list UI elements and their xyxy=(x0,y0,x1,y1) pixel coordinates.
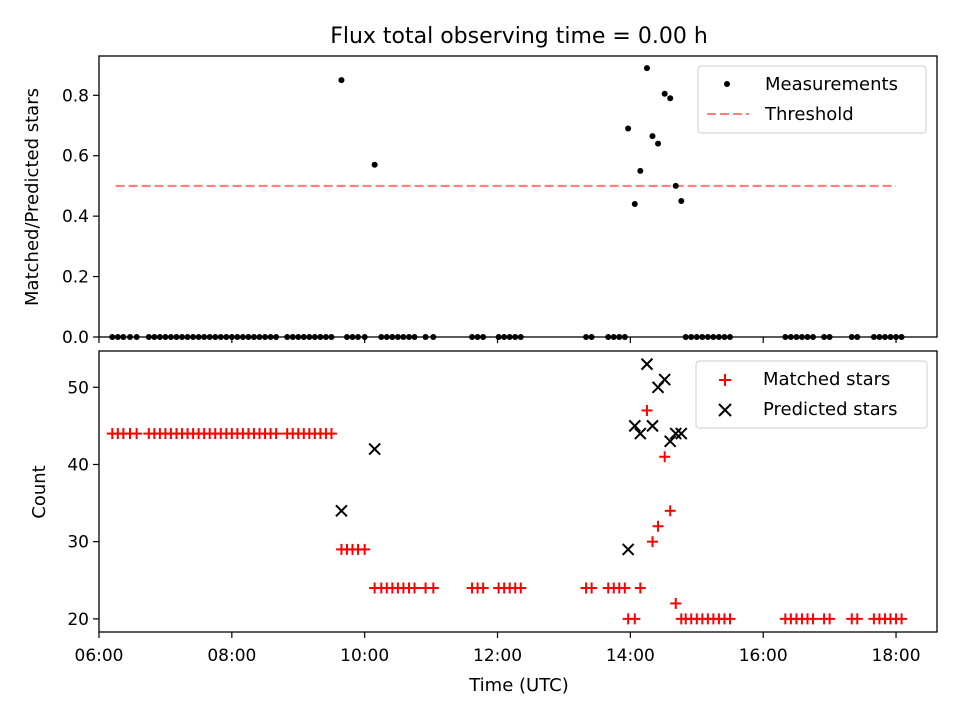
measurement-point xyxy=(371,161,378,168)
measurement-point xyxy=(672,182,679,189)
matched-star-point xyxy=(427,582,439,594)
matched-star-point xyxy=(515,582,527,594)
matched-star-point xyxy=(724,613,736,625)
matched-star-point xyxy=(807,613,819,625)
y-tick-label: 0.8 xyxy=(62,86,89,106)
y-tick-label: 30 xyxy=(67,533,89,553)
matched-star-point xyxy=(652,520,664,532)
measurement-point xyxy=(637,167,644,174)
matched-star-point xyxy=(629,613,641,625)
matched-star-point xyxy=(641,404,653,416)
x-tick-label: 16:00 xyxy=(739,646,788,666)
top-y-axis-label: Matched/Predicted stars xyxy=(22,88,43,306)
legend-measurements: Measurements xyxy=(765,74,898,95)
predicted-star-point xyxy=(640,357,654,371)
matched-star-point xyxy=(477,582,489,594)
predicted-star-point xyxy=(335,504,348,518)
predicted-star-point xyxy=(621,543,635,556)
matched-star-point xyxy=(619,582,631,594)
matched-star-point xyxy=(586,582,598,594)
chart-title: Flux total observing time = 0.00 h xyxy=(330,24,708,49)
y-tick-label: 0.0 xyxy=(62,328,89,348)
matched-star-point xyxy=(270,428,282,440)
matched-star-point xyxy=(851,613,863,625)
measurement-point xyxy=(655,140,662,147)
x-tick-label: 08:00 xyxy=(207,646,256,666)
x-tick-label: 18:00 xyxy=(872,646,921,666)
y-tick-label: 0.4 xyxy=(62,207,89,227)
bottom-y-ticks: 20 30 40 50 xyxy=(67,378,99,630)
y-tick-label: 40 xyxy=(67,455,89,475)
measurement-point xyxy=(649,133,656,140)
bottom-panel: 20 30 40 50 06:00 08:00 10:00 12:00 14:00 16:00 1… xyxy=(29,350,938,696)
measurement-point xyxy=(667,95,674,102)
matched-star-point xyxy=(131,428,143,440)
legend-threshold: Threshold xyxy=(764,104,854,125)
y-tick-label: 0.6 xyxy=(62,147,89,167)
predicted-star-point xyxy=(646,419,659,433)
measurement-point xyxy=(631,201,638,208)
measurement-point xyxy=(625,125,632,132)
matched-star-point xyxy=(359,543,371,555)
matched-star-point xyxy=(634,582,646,594)
x-axis-label: Time (UTC) xyxy=(468,675,569,696)
measurement-point xyxy=(678,198,685,205)
matched-star-point xyxy=(664,505,676,517)
matched-star-point xyxy=(325,428,337,440)
matched-star-point xyxy=(824,613,836,625)
legend-matched-stars: Matched stars xyxy=(763,369,890,390)
matched-star-point xyxy=(408,582,420,594)
matched-star-point xyxy=(647,536,659,548)
predicted-star-point xyxy=(368,442,381,456)
predicted-star-point xyxy=(675,427,688,440)
top-legend: Measurements Threshold xyxy=(697,65,927,134)
top-legend-box xyxy=(697,65,927,134)
x-tick-label: 14:00 xyxy=(606,646,655,666)
x-tick-label: 06:00 xyxy=(75,646,124,666)
predicted-legend-marker xyxy=(718,403,732,417)
predicted-star-point xyxy=(634,427,647,440)
predicted-star-point xyxy=(658,373,671,386)
top-axes-frame xyxy=(98,55,938,338)
matched-star-point xyxy=(659,451,671,463)
measurement-point xyxy=(643,65,650,72)
y-tick-label: 20 xyxy=(67,610,89,630)
bottom-y-axis-label: Count xyxy=(29,465,50,518)
y-tick-label: 50 xyxy=(67,378,89,398)
top-x-ticks xyxy=(98,337,897,343)
bottom-legend: Matched stars Predicted stars xyxy=(695,360,928,429)
bottom-x-ticks: 06:00 08:00 10:00 12:00 14:00 16:00 18:00 xyxy=(75,632,921,666)
matched-star-point xyxy=(896,613,908,625)
bottom-axes-frame xyxy=(98,350,938,633)
predicted-star-point xyxy=(669,427,682,440)
matched-legend-marker xyxy=(719,374,731,386)
measurement-point xyxy=(338,77,345,84)
measurements-legend-marker xyxy=(724,81,730,87)
bottom-plot-area xyxy=(106,357,908,625)
y-tick-label: 0.2 xyxy=(62,268,89,288)
predicted-star-point xyxy=(664,435,677,448)
top-y-ticks: 0.0 0.2 0.4 0.6 0.8 xyxy=(62,86,99,348)
legend-predicted-stars: Predicted stars xyxy=(763,399,897,420)
bottom-legend-box xyxy=(695,360,928,429)
measurement-point xyxy=(661,90,668,97)
predicted-star-point xyxy=(628,419,641,433)
x-tick-label: 10:00 xyxy=(340,646,389,666)
matched-star-point xyxy=(670,597,682,609)
x-tick-label: 12:00 xyxy=(473,646,522,666)
top-panel: 0.00.20.40.60.8 Matched/Predicted stars … xyxy=(22,55,938,348)
